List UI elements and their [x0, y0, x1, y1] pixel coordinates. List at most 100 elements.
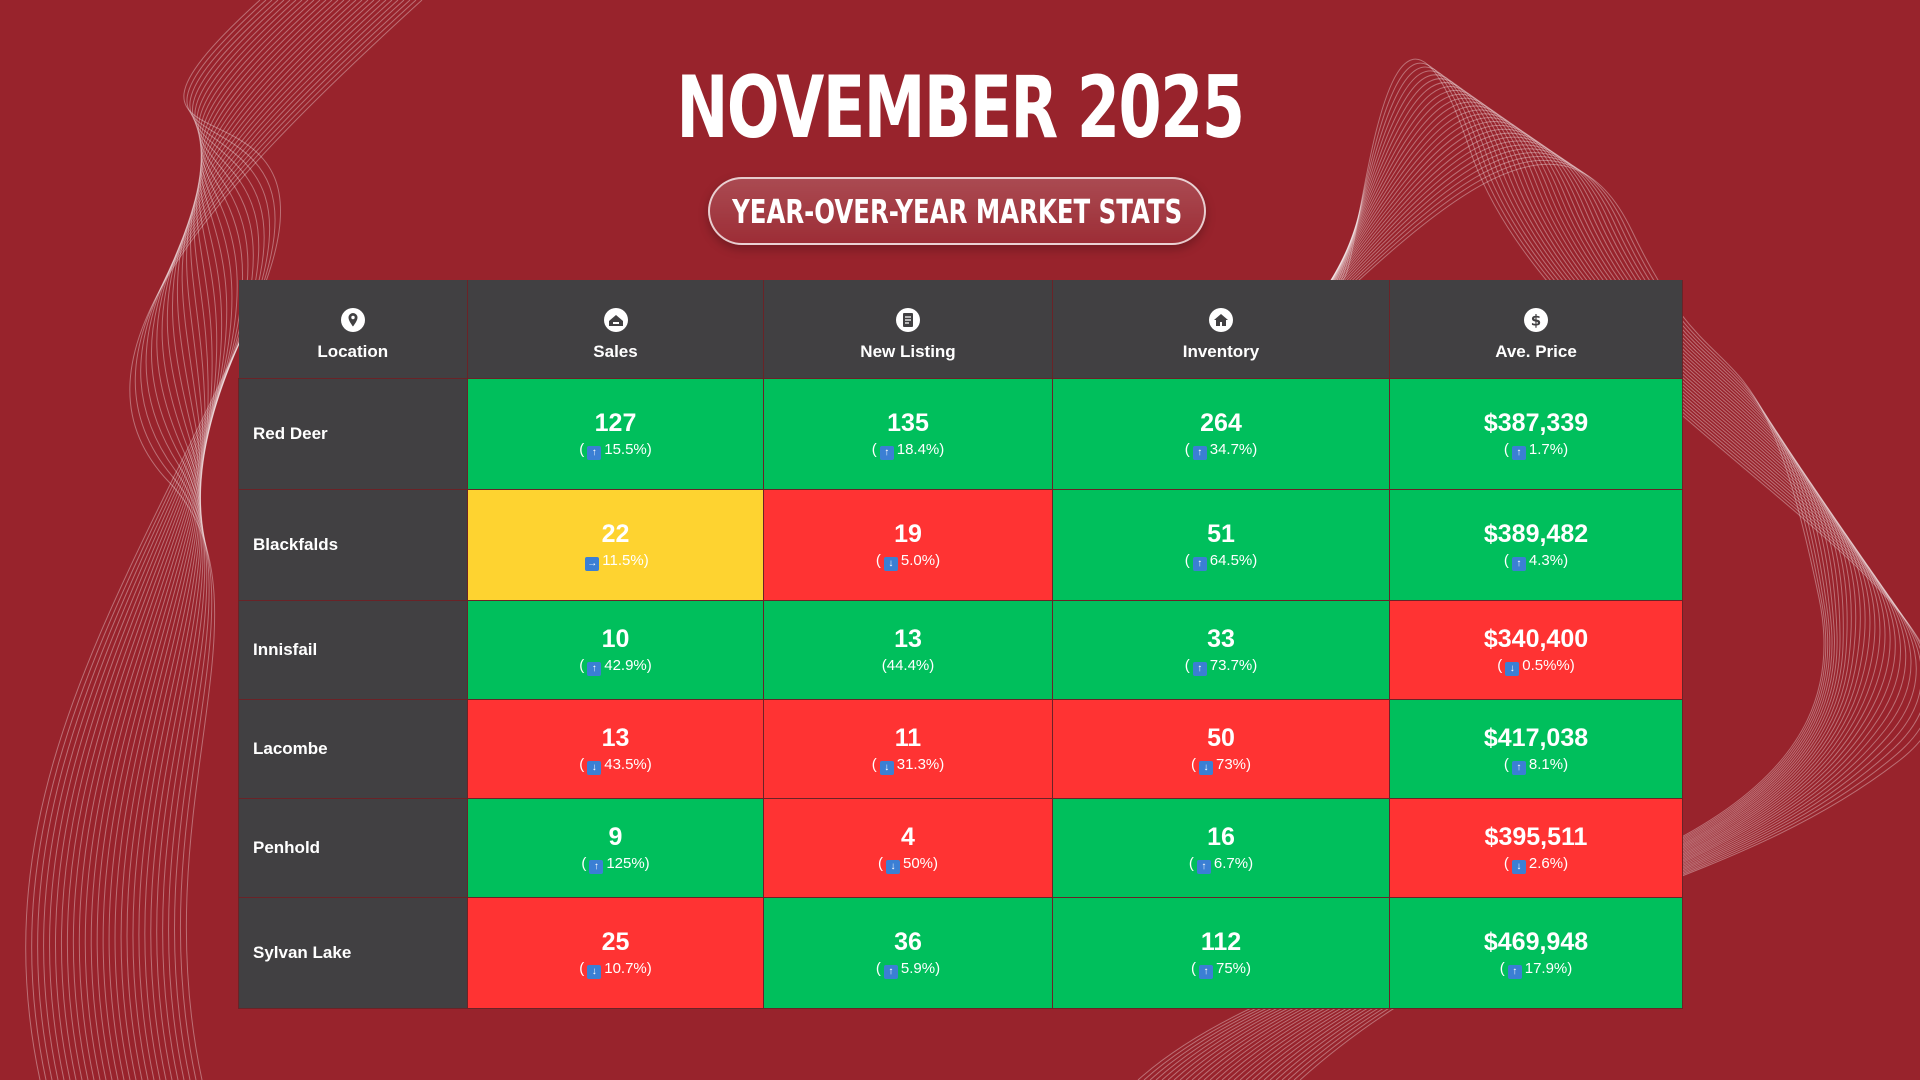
arrow-up-icon: ↑: [1192, 661, 1207, 676]
arrow-up-icon: ↑: [1511, 556, 1526, 571]
svg-text:$: $: [1531, 311, 1541, 329]
table-row: Sylvan Lake 25 (↓ 10.7%) 36 (↑ 5.9%) 112 (↑ 75%) $…: [238, 896, 1683, 1009]
sales-cell: 10 (↑ 42.9%): [467, 599, 764, 700]
ave-price-change: (↓ 0.5%%): [1497, 656, 1575, 676]
inventory-change: (↑ 75%): [1190, 959, 1252, 979]
sales-change: (↑ 125%): [581, 854, 650, 874]
arrow-up-icon: ↑: [589, 859, 604, 874]
new-listing-cell: 4 (↓ 50%): [763, 797, 1053, 898]
ave-price-value: $417,038: [1483, 723, 1589, 752]
ave-price-cell: $395,511 (↓ 2.6%): [1389, 797, 1683, 898]
table-row: Red Deer 127 (↑ 15.5%) 135 (↑ 18.4%) 264 (↑ 34.7%…: [238, 377, 1683, 490]
change-text: 18.4%): [896, 440, 945, 458]
arrow-right-icon: →: [585, 556, 600, 571]
change-text: 0.5%%): [1522, 656, 1575, 674]
header-ave-price-label: Ave. Price: [1495, 341, 1577, 361]
change-text: 17.9%): [1524, 959, 1573, 977]
table-row: Penhold 9 (↑ 125%) 4 (↓ 50%) 16 (↑ 6.7%) $395,511 (…: [238, 797, 1683, 898]
listing-document-icon: [896, 307, 920, 332]
location-cell: Penhold: [238, 797, 468, 898]
new-listing-change: (↑ 5.9%): [875, 959, 941, 979]
change-text: 6.7%): [1213, 854, 1254, 872]
ave-price-value: $469,948: [1483, 927, 1589, 956]
header-location-label: Location: [317, 341, 389, 361]
new-listing-cell: 11 (↓ 31.3%): [763, 698, 1053, 799]
new-listing-value: 19: [894, 519, 922, 548]
arrow-down-icon: ↓: [883, 556, 898, 571]
change-text: 2.6%): [1528, 854, 1569, 872]
sales-value: 25: [601, 927, 630, 956]
house-sale-icon: [603, 307, 628, 332]
table-row: Blackfalds 22 → 11.5%) 19(↓ 5.0%) 51(↑ 64.5%) $3…: [238, 488, 1683, 601]
sales-cell: 25 (↓ 10.7%): [467, 896, 764, 1009]
arrow-up-icon: ↑: [1511, 445, 1526, 460]
sales-value: 13: [601, 723, 630, 752]
dollar-icon: $: [1524, 307, 1548, 332]
ave-price-value: $387,339: [1483, 408, 1589, 437]
new-listing-value: 135: [887, 408, 929, 437]
new-listing-change: (44.4%): [881, 656, 935, 674]
location-cell: Red Deer: [238, 377, 468, 490]
header-sales: Sales: [467, 280, 764, 378]
inventory-value: 50: [1207, 723, 1235, 752]
ave-price-cell: $469,948 (↑ 17.9%): [1389, 896, 1683, 1009]
arrow-up-icon: ↑: [1196, 859, 1211, 874]
sales-change: (↑ 42.9%): [579, 656, 652, 676]
change-text: 31.3%): [896, 755, 945, 773]
new-listing-cell: 135 (↑ 18.4%): [763, 377, 1053, 490]
change-text: 73.7%): [1209, 656, 1258, 674]
arrow-down-icon: ↓: [1505, 661, 1520, 676]
new-listing-cell: 13 (44.4%): [763, 599, 1053, 700]
arrow-up-icon: ↑: [1511, 760, 1526, 775]
new-listing-cell: 36 (↑ 5.9%): [763, 896, 1053, 1009]
header-new-listing-label: New Listing: [860, 341, 956, 361]
sales-value: 22: [601, 519, 630, 548]
location-cell: Blackfalds: [238, 488, 468, 601]
subtitle-text: YEAR-OVER-YEAR MARKET STATS: [731, 191, 1183, 231]
ave-price-cell: $417,038 (↑ 8.1%): [1389, 698, 1683, 799]
sales-value: 10: [601, 624, 630, 653]
arrow-up-icon: ↑: [587, 661, 602, 676]
arrow-up-icon: ↑: [1192, 556, 1207, 571]
new-listing-value: 11: [894, 723, 922, 752]
inventory-value: 264: [1200, 408, 1242, 437]
inventory-value: 112: [1200, 927, 1242, 956]
change-text: 125%): [606, 854, 650, 872]
ave-price-change: (↓ 2.6%): [1503, 854, 1569, 874]
new-listing-change: (↓ 5.0%): [875, 551, 941, 571]
ave-price-change: (↑ 1.7%): [1503, 440, 1569, 460]
ave-price-value: $389,482: [1483, 519, 1589, 548]
table-row: Lacombe 13 (↓ 43.5%) 11 (↓ 31.3%) 50 (↓ 73%) $417,…: [238, 698, 1683, 799]
new-listing-change: (↑ 18.4%): [871, 440, 945, 460]
header-inventory-label: Inventory: [1182, 341, 1260, 361]
sales-cell: 127 (↑ 15.5%): [467, 377, 764, 490]
header-sales-label: Sales: [593, 341, 638, 361]
inventory-cell: 33 (↑ 73.7%): [1052, 599, 1390, 700]
change-text: 15.5%): [604, 440, 652, 458]
arrow-up-icon: ↑: [1198, 964, 1213, 979]
change-text: 4.3%): [1528, 551, 1569, 569]
arrow-down-icon: ↓: [1198, 760, 1213, 775]
change-text: 42.9%): [604, 656, 652, 674]
inventory-change: (↑ 64.5%): [1184, 551, 1258, 571]
arrow-up-icon: ↑: [1192, 445, 1207, 460]
arrow-up-icon: ↑: [883, 964, 898, 979]
header-row: Location Sales New Listing Inventory $ A…: [238, 280, 1683, 378]
ave-price-cell: $389,482 (↑ 4.3%): [1389, 488, 1683, 601]
change-text: 75%): [1215, 959, 1252, 977]
sales-change: → 11.5%): [468, 551, 763, 571]
inventory-value: 16: [1207, 822, 1235, 851]
inventory-cell: 264 (↑ 34.7%): [1052, 377, 1390, 490]
new-listing-value: 13: [894, 624, 922, 653]
table-row: Innisfail 10 (↑ 42.9%) 13 (44.4%) 33 (↑ 73.7%) $3…: [238, 599, 1683, 700]
home-icon: [1209, 307, 1233, 332]
sales-change: (↓ 10.7%): [579, 959, 652, 979]
ave-price-value: $395,511: [1484, 822, 1588, 851]
inventory-cell: 51 (↑ 64.5%): [1052, 488, 1390, 601]
sales-cell: 22 → 11.5%): [467, 488, 764, 601]
arrow-up-icon: ↑: [1507, 964, 1522, 979]
arrow-up-icon: ↑: [879, 445, 894, 460]
change-text: 50%): [902, 854, 939, 872]
ave-price-change: (↑ 8.1%): [1503, 755, 1569, 775]
sales-cell: 13 (↓ 43.5%): [467, 698, 764, 799]
